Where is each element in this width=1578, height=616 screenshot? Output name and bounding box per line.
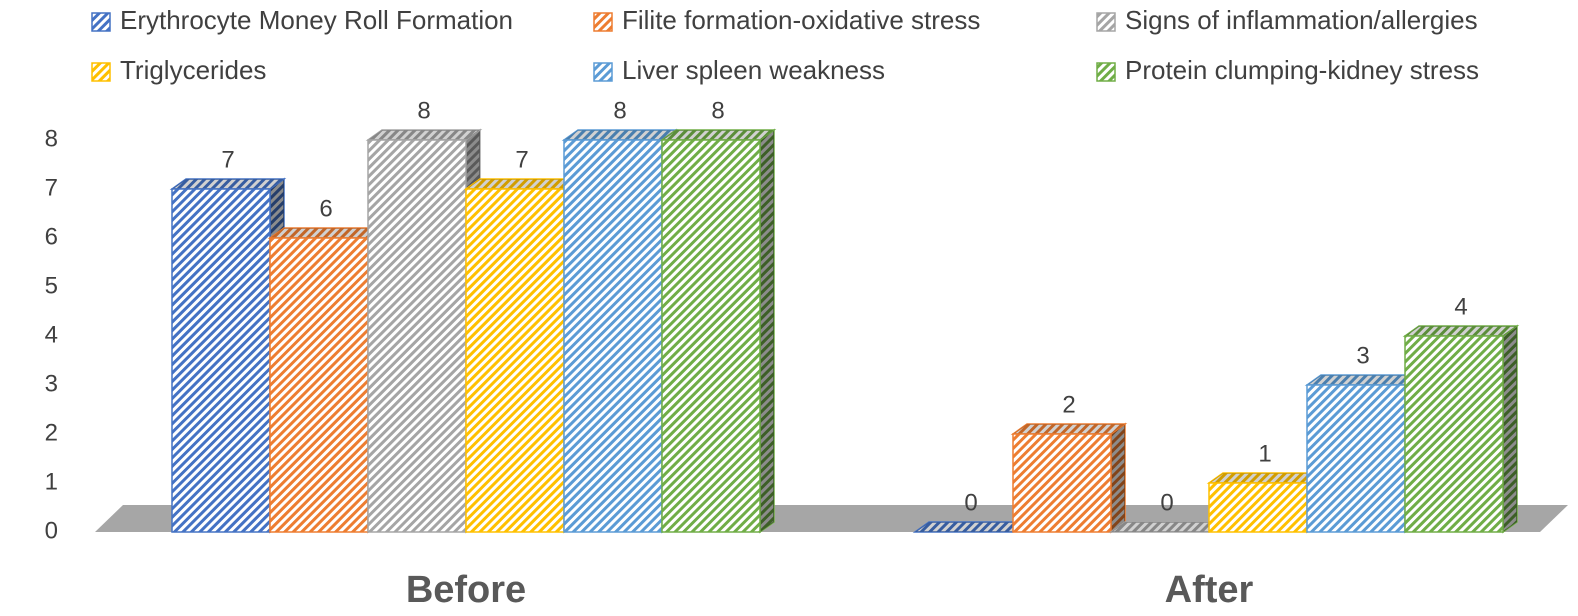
- bar-front: [367, 139, 467, 533]
- y-tick-label: 3: [45, 370, 58, 397]
- bar-top-shade: [1013, 424, 1125, 434]
- bar-front: [465, 188, 565, 533]
- y-tick-label: 5: [45, 272, 58, 299]
- legend-label: Protein clumping-kidney stress: [1125, 55, 1479, 85]
- legend-swatch: [1096, 12, 1116, 32]
- bar: [463, 177, 581, 534]
- legend-swatch: [593, 12, 613, 32]
- value-label: 1: [1258, 440, 1271, 467]
- value-label: 4: [1454, 293, 1467, 320]
- legend-swatch: [91, 62, 111, 82]
- value-label: 2: [1062, 391, 1075, 418]
- bar-side-shade: [1111, 424, 1125, 532]
- bar: [659, 128, 777, 534]
- bar: [912, 521, 1030, 533]
- legend-swatch: [593, 62, 613, 82]
- bar-front: [1306, 384, 1406, 533]
- bar-front: [171, 188, 271, 533]
- y-tick-label: 7: [45, 174, 58, 201]
- bar: [1010, 422, 1128, 534]
- bar-top-shade: [662, 130, 774, 140]
- value-label: 7: [515, 146, 528, 173]
- bar-front: [563, 139, 663, 533]
- bar: [561, 128, 679, 534]
- bar-top-shade: [564, 130, 676, 140]
- value-label: 0: [1160, 489, 1173, 516]
- y-tick-label: 6: [45, 223, 58, 250]
- bar-front: [661, 139, 761, 533]
- bar: [267, 226, 385, 534]
- bar-side-shade: [760, 130, 774, 532]
- legend-label: Erythrocyte Money Roll Formation: [120, 5, 513, 35]
- x-tick-label: After: [1165, 569, 1254, 611]
- bar-side-shade: [1503, 326, 1517, 532]
- value-label: 6: [319, 195, 332, 222]
- x-tick-label: Before: [406, 569, 526, 611]
- value-label: 8: [613, 97, 626, 124]
- bar-top-shade: [1307, 375, 1419, 385]
- value-label: 8: [417, 97, 430, 124]
- bar-top-shade: [1209, 473, 1321, 483]
- bar-top-shade: [1111, 522, 1223, 532]
- bar-front: [1012, 433, 1112, 533]
- bar-front: [269, 237, 369, 533]
- legend-label: Liver spleen weakness: [622, 55, 885, 85]
- y-tick-label: 4: [45, 321, 58, 348]
- y-tick-label: 1: [45, 468, 58, 495]
- bar: [1304, 373, 1422, 534]
- bar-top-shade: [368, 130, 480, 140]
- legend-label: Filite formation-oxidative stress: [622, 5, 980, 35]
- value-label: 3: [1356, 342, 1369, 369]
- bar-top-shade: [915, 522, 1027, 532]
- bar-top-shade: [466, 179, 578, 189]
- bar-top-shade: [172, 179, 284, 189]
- bar-top-shade: [270, 228, 382, 238]
- legend-swatch: [1096, 62, 1116, 82]
- bar: [1402, 324, 1520, 534]
- y-tick-label: 8: [45, 125, 58, 152]
- y-tick-label: 0: [45, 517, 58, 544]
- bar-front: [1404, 335, 1504, 533]
- y-tick-label: 2: [45, 419, 58, 446]
- bar: [365, 128, 483, 534]
- bar-top-shade: [1405, 326, 1517, 336]
- value-label: 8: [711, 97, 724, 124]
- legend-label: Signs of inflammation/allergies: [1125, 5, 1478, 35]
- bar: [169, 177, 287, 534]
- legend-swatch: [91, 12, 111, 32]
- bar: [1108, 521, 1226, 533]
- value-label: 0: [964, 489, 977, 516]
- value-label: 7: [221, 146, 234, 173]
- bar: [1206, 471, 1324, 534]
- legend-label: Triglycerides: [120, 55, 266, 85]
- bar-front: [1208, 482, 1308, 533]
